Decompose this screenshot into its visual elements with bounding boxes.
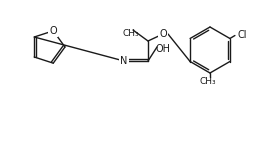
Text: O: O	[159, 29, 167, 39]
Text: N: N	[120, 56, 128, 66]
Text: CH₃: CH₃	[200, 78, 216, 86]
Text: OH: OH	[155, 44, 171, 54]
Text: O: O	[49, 26, 57, 36]
Text: Cl: Cl	[237, 30, 247, 39]
Text: CH₃: CH₃	[123, 30, 139, 38]
